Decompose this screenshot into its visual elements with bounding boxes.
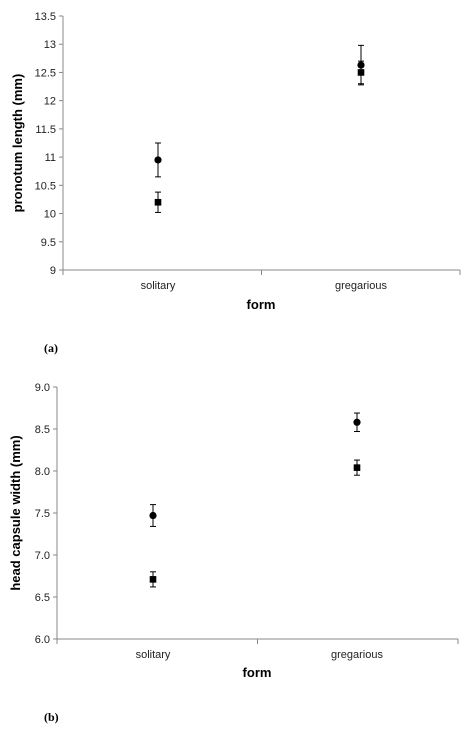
chart-a-y-tick-label: 13 — [44, 39, 56, 51]
chart-b-square-point — [353, 464, 361, 471]
chart-a-y-axis-title: pronotum length (mm) — [10, 74, 25, 213]
chart-b-category-label-solitary: solitary — [136, 649, 171, 661]
chart-b-y-axis-title: head capsule width (mm) — [8, 435, 23, 590]
chart-b: 6.0 6.5 7.0 7.5 8.0 8.5 9.0 solitary gregariou… — [8, 382, 459, 724]
chart-a: 9 9.5 10 10.5 11 11.5 12 12.5 13 13.5 solitary gr… — [10, 11, 461, 355]
chart-a-y-tick-label: 13.5 — [35, 11, 56, 23]
chart-a-y-tick-label: 12.5 — [35, 67, 56, 79]
chart-b-category-label-gregarious: gregarious — [331, 649, 383, 661]
chart-b-y-tick-label: 7.0 — [35, 550, 50, 562]
chart-b-x-axis-title: form — [243, 665, 272, 680]
chart-b-y-tick-label: 9.0 — [35, 382, 50, 394]
chart-a-x-axis-title: form — [247, 297, 276, 312]
chart-a-y-tick-label: 9.5 — [41, 237, 56, 249]
chart-b-circle-point — [149, 511, 157, 520]
chart-a-y-tick-label: 11.5 — [35, 124, 56, 136]
chart-b-y-tick-label: 8.0 — [35, 466, 50, 478]
chart-b-y-tick-label: 6.0 — [35, 634, 50, 646]
chart-b-y-tick-label: 6.5 — [35, 592, 50, 604]
chart-b-y-tick-label: 7.5 — [35, 508, 50, 520]
chart-b-square-point — [149, 576, 157, 583]
chart-a-category-label-gregarious: gregarious — [335, 280, 387, 292]
chart-a-square-point — [357, 69, 365, 76]
chart-b-panel-label: (b) — [44, 710, 59, 724]
chart-a-y-tick-label: 10 — [44, 209, 56, 221]
chart-a-y-tick-label: 12 — [44, 96, 56, 108]
chart-a-y-tick-label: 10.5 — [35, 180, 56, 192]
chart-a-category-label-solitary: solitary — [141, 280, 176, 292]
chart-a-square-point — [154, 198, 162, 206]
chart-b-y-tick-label: 8.5 — [35, 424, 50, 436]
chart-a-circle-point — [154, 156, 162, 164]
chart-a-y-tick-label: 11 — [45, 152, 56, 164]
chart-a-y-tick-label: 9 — [50, 265, 56, 277]
chart-b-circle-point — [353, 418, 361, 426]
chart-a-panel-label: (a) — [44, 341, 58, 355]
